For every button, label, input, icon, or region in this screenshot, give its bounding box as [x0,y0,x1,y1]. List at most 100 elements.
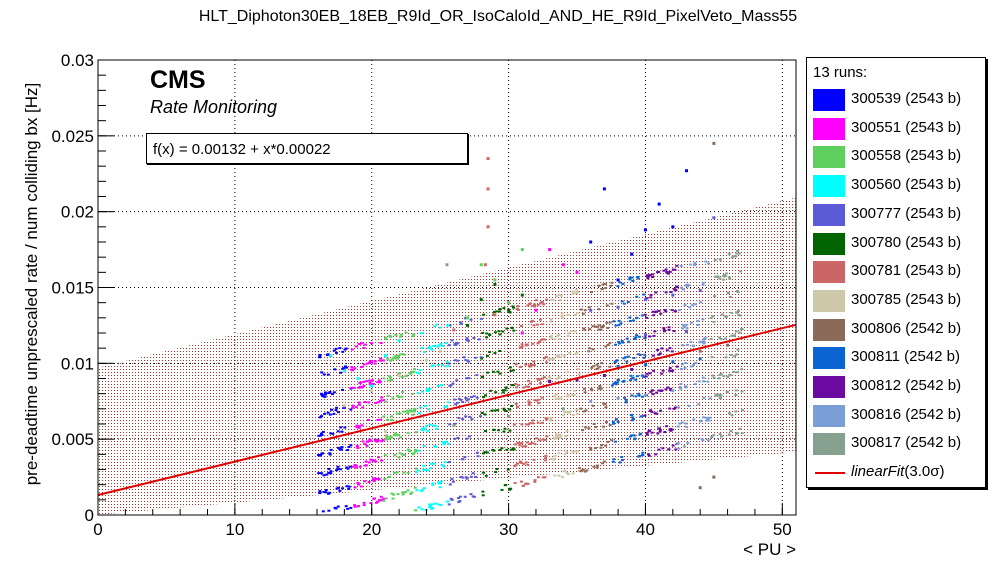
data-density-mark [345,485,349,488]
data-point-5 [643,298,647,302]
data-density-mark [497,330,501,333]
data-density-mark [465,339,469,342]
data-density-mark [605,321,609,324]
data-density-mark [622,396,626,399]
data-density-mark [645,274,649,277]
data-density-mark [338,448,342,451]
data-density-mark [614,343,618,346]
x-tick-label: 20 [362,520,381,539]
data-density-mark [729,354,733,357]
data-density-mark [503,408,507,411]
data-density-mark [566,313,570,316]
data-density-mark [346,467,350,470]
data-density-mark [739,270,743,273]
data-density-mark [327,471,331,474]
data-density-mark [579,308,583,311]
data-density-mark [603,403,607,406]
data-density-mark [543,459,547,462]
data-density-mark [422,487,426,490]
data-density-mark [380,440,384,443]
data-density-mark [528,442,532,445]
data-density-mark [593,447,597,450]
data-density-mark [524,445,528,448]
data-density-mark [377,499,381,502]
data-density-mark [345,366,349,369]
data-density-mark [426,389,430,392]
data-density-mark [536,303,540,306]
data-density-mark [737,252,741,255]
data-density-mark [431,506,435,509]
data-density-mark [549,298,553,301]
data-density-mark [719,394,723,397]
data-density-mark [708,416,712,419]
data-density-mark [389,335,393,338]
data-density-mark [384,497,388,500]
data-density-mark [711,315,715,318]
data-density-mark [374,460,378,463]
data-density-mark [538,302,542,305]
data-density-mark [459,475,463,478]
data-density-mark [488,351,492,354]
data-density-mark [664,310,668,313]
data-density-mark [560,294,564,297]
legend-swatch [813,146,845,169]
legend-entry: 300558 (2543 b) [813,143,983,169]
data-density-mark [526,482,530,485]
data-density-mark [674,289,678,292]
data-density-mark [454,403,458,406]
data-density-mark [625,337,629,340]
data-density-mark [700,419,704,422]
data-density-mark [447,362,451,365]
data-density-mark [622,357,626,360]
data-density-mark [498,310,502,313]
data-density-mark [318,416,322,419]
data-density-mark [430,507,434,510]
data-density-mark [640,415,644,418]
data-density-mark [733,334,737,337]
legend-swatch [813,232,845,255]
data-density-mark [362,363,366,366]
data-density-mark [620,456,624,459]
data-density-mark [414,450,418,453]
data-density-mark [718,433,722,436]
data-density-mark [387,375,391,378]
data-density-mark [502,307,506,310]
data-density-mark [338,468,342,471]
data-density-mark [324,489,328,492]
data-density-mark [514,464,518,467]
data-density-mark [346,448,350,451]
data-density-mark [571,292,575,295]
data-density-mark [524,482,528,485]
data-density-mark [508,408,512,411]
data-density-mark [610,439,614,442]
data-density-mark [555,433,559,436]
data-density-mark [600,288,604,291]
data-density-mark [653,330,657,333]
data-density-mark [609,284,613,287]
data-density-mark [362,384,366,387]
data-density-mark [519,480,523,483]
data-density-mark [634,395,638,398]
data-density-mark [556,354,560,357]
data-density-mark [417,372,421,375]
data-density-mark [527,385,531,388]
data-density-mark [437,344,441,347]
data-density-mark [591,325,595,328]
data-density-mark [356,481,360,484]
data-density-mark [388,359,392,362]
data-density-mark [461,418,465,421]
data-density-mark [545,435,549,438]
data-density-mark [467,360,471,363]
data-density-mark [559,435,563,438]
data-density-mark [552,436,556,439]
data-density-mark [685,285,689,288]
data-density-mark [477,338,481,341]
data-density-mark [575,289,579,292]
data-density-mark [648,409,652,412]
data-density-mark [540,396,544,399]
data-point-6 [507,308,511,312]
data-density-mark [645,432,649,435]
data-density-mark [350,348,354,351]
data-point-6 [466,323,470,327]
data-density-mark [540,300,544,303]
